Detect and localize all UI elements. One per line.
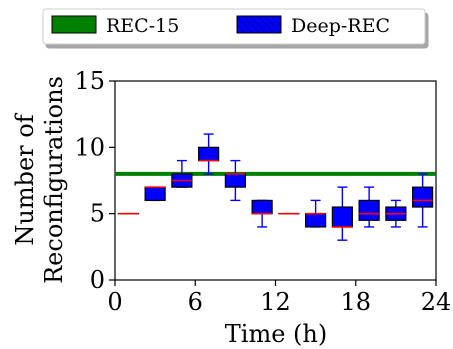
- box-7: [305, 199, 327, 228]
- x-tick-label-0: 0: [107, 288, 122, 316]
- box-9-iqr: [358, 199, 380, 221]
- legend-label-deeprec: Deep-REC: [291, 15, 390, 37]
- y-axis-label-line-1: Number of: [11, 112, 39, 245]
- y-axis-label-line-2: Reconfigurations: [40, 76, 68, 284]
- legend-swatch-deeprec: [236, 15, 282, 34]
- box-3: [198, 133, 220, 175]
- x-axis: 0 6 12 18 24: [107, 280, 451, 316]
- x-axis-label: Time (h): [225, 320, 327, 348]
- plot-area: [114, 80, 437, 281]
- boxplot-series: [117, 133, 434, 241]
- y-tick-label-0: 0: [90, 266, 105, 294]
- y-axis-label: Number of Reconfigurations: [11, 76, 68, 284]
- box-10: [385, 199, 407, 228]
- box-8-iqr: [331, 206, 353, 228]
- x-tick-label-4: 24: [421, 288, 452, 316]
- legend-swatch-rec15: [51, 15, 97, 34]
- box-11: [412, 173, 434, 228]
- y-tick-label-2: 10: [74, 133, 105, 161]
- y-axis: 0 5 10 15: [74, 67, 115, 294]
- x-tick-label-1: 6: [188, 288, 203, 316]
- box-5-iqr: [251, 199, 273, 215]
- x-tick-label-2: 12: [260, 288, 291, 316]
- box-1-iqr: [144, 186, 166, 201]
- box-2: [171, 159, 193, 188]
- legend-label-rec15: REC-15: [106, 15, 179, 37]
- box-3-iqr: [198, 146, 220, 162]
- box-8: [331, 186, 353, 241]
- box-5: [251, 199, 273, 228]
- box-4: [224, 159, 246, 202]
- y-tick-label-1: 5: [90, 200, 105, 228]
- y-tick-label-3: 15: [74, 67, 105, 95]
- box-7-iqr: [305, 213, 327, 228]
- box-9: [358, 186, 380, 228]
- box-11-iqr: [412, 186, 434, 208]
- x-tick-label-3: 18: [340, 288, 371, 316]
- box-1: [144, 186, 166, 202]
- legend: REC-15 Deep-REC: [42, 8, 426, 45]
- box-4-iqr: [224, 173, 246, 188]
- legend-frame: [42, 8, 426, 45]
